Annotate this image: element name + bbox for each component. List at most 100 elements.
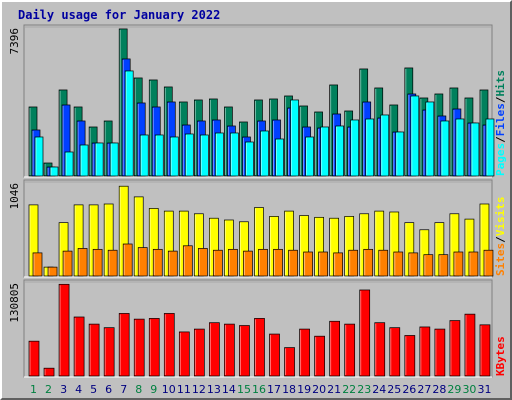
day-tick-label: 25 <box>387 383 401 396</box>
hits-files-pages-bar-pages <box>79 144 89 177</box>
day-tick-label: 24 <box>372 383 386 396</box>
day-tick-label: 8 <box>135 383 142 396</box>
legend-entry: Hits <box>494 70 507 97</box>
kbytes-bar-kbytes <box>404 335 416 377</box>
hits-files-pages-bar-pages <box>425 101 435 177</box>
visits-sites-max-label: 1046 <box>8 183 21 210</box>
day-tick-label: 30 <box>462 383 476 396</box>
day-tick-label: 12 <box>192 383 206 396</box>
kbytes-bar-kbytes <box>419 326 431 377</box>
visits-sites-bar-sites <box>483 249 494 277</box>
day-tick-label: 26 <box>402 383 416 396</box>
hits-files-pages-bar-pages <box>335 125 344 177</box>
visits-sites-bar-sites <box>378 249 389 277</box>
kbytes-bar-kbytes <box>299 328 310 377</box>
hits-files-pages-bar-pages <box>395 131 405 177</box>
day-tick-label: 13 <box>207 383 221 396</box>
hits-files-pages-bar-pages <box>410 95 420 177</box>
chart-title: Daily usage for January 2022 <box>18 8 220 22</box>
hits-files-pages-bar-pages <box>290 99 299 177</box>
kbytes-bar-kbytes <box>178 331 190 377</box>
visits-sites-bar-sites <box>198 248 208 277</box>
hits-files-pages-bar-pages <box>230 132 239 177</box>
kbytes-legend: KBytes <box>494 336 507 376</box>
hits-files-pages-bar-pages <box>380 114 390 177</box>
kbytes-bar-kbytes <box>374 322 386 377</box>
legend-entry: Files <box>494 103 507 136</box>
visits-sites-bar-sites <box>393 251 404 277</box>
kbytes-bar-kbytes <box>58 283 70 377</box>
kbytes-bar-kbytes <box>269 333 280 377</box>
kbytes-bar-kbytes <box>449 320 461 377</box>
visits-sites-bar-sites <box>92 248 103 277</box>
kbytes-bar-kbytes <box>43 367 55 377</box>
day-tick-label: 3 <box>60 383 67 396</box>
hits-files-pages-bar-pages <box>245 141 254 177</box>
visits-sites-bar-sites <box>303 251 313 277</box>
day-tick-label: 1 <box>30 383 37 396</box>
hits-files-pages-bar-pages <box>49 166 59 177</box>
kbytes-bar-kbytes <box>194 328 205 377</box>
visits-sites-bar-sites <box>32 252 43 277</box>
legend-entry: KBytes <box>494 336 507 376</box>
day-tick-label: 2 <box>45 383 52 396</box>
kbytes-bar-kbytes <box>209 322 220 377</box>
hits-files-pages-bar-pages <box>260 130 269 177</box>
hits-files-pages-bar-pages <box>169 136 179 177</box>
visits-sites-bar-sites <box>333 252 343 277</box>
legend-entry: Sites <box>494 243 507 276</box>
kbytes-bar-kbytes <box>133 318 145 377</box>
hits-files-pages-bar-pages <box>440 120 450 177</box>
kbytes-bar-kbytes <box>73 316 85 377</box>
day-tick-label: 21 <box>327 383 341 396</box>
hits-files-pages-bar-pages <box>64 151 74 177</box>
visits-sites-bar-sites <box>152 248 163 277</box>
kbytes-bar-kbytes <box>344 323 356 377</box>
hits-files-pages-bar-pages <box>485 118 495 177</box>
visits-sites-bar-sites <box>77 248 88 277</box>
hits-files-pages-bar-pages <box>215 132 224 177</box>
hits-files-pages-bar-pages <box>275 138 284 177</box>
kbytes-max-label: 130805 <box>8 283 21 323</box>
day-tick-label: 7 <box>120 383 127 396</box>
day-tick-label: 23 <box>357 383 371 396</box>
day-tick-label: 11 <box>177 383 191 396</box>
kbytes-bar-kbytes <box>389 327 401 377</box>
kbytes-panel: 130805 KBytes <box>8 279 507 378</box>
visits-sites-bar-sites <box>122 243 133 277</box>
hits-files-pages-bar-pages <box>305 136 314 177</box>
kbytes-bar-kbytes <box>434 328 446 377</box>
kbytes-bar-kbytes <box>479 324 491 377</box>
visits-sites-bar-sites <box>318 251 328 277</box>
visits-sites-bar-sites <box>273 248 283 277</box>
kbytes-bar-kbytes <box>224 323 235 377</box>
kbytes-bar-kbytes <box>103 327 115 377</box>
visits-sites-bar-sites <box>453 251 464 277</box>
hits-files-pages-legend: Pages/Files/Hits <box>494 70 507 176</box>
visits-sites-bar-sites <box>408 252 419 277</box>
hits-files-pages-max-label: 7396 <box>8 28 21 55</box>
legend-entry: Pages <box>494 143 507 176</box>
hits-files-pages-bar-pages <box>124 70 134 177</box>
day-tick-label: 4 <box>75 383 82 396</box>
visits-sites-bar-sites <box>182 245 193 277</box>
hits-files-pages-bar-pages <box>154 134 164 177</box>
hits-files-pages-bar-pages <box>320 126 329 177</box>
hits-files-pages-bar-pages <box>365 118 375 177</box>
day-tick-label: 19 <box>297 383 311 396</box>
visits-sites-bar-sites <box>137 247 148 277</box>
legend-entry: / <box>494 136 507 143</box>
day-tick-label: 6 <box>105 383 112 396</box>
visits-sites-bar-sites <box>213 249 223 277</box>
day-tick-label: 18 <box>282 383 296 396</box>
day-tick-label: 9 <box>150 383 157 396</box>
hits-files-pages-bar-pages <box>139 134 149 177</box>
visits-sites-bar-sites <box>468 251 479 277</box>
kbytes-bar-kbytes <box>28 340 40 377</box>
day-tick-label: 28 <box>432 383 446 396</box>
legend-entry: Visits <box>494 197 507 237</box>
day-tick-label: 10 <box>162 383 176 396</box>
